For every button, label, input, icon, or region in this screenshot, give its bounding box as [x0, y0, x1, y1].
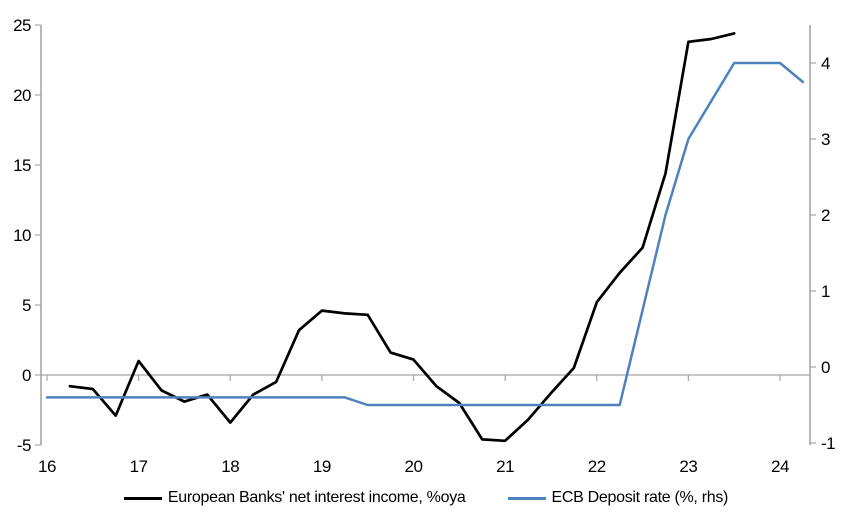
right-y-label: 3 — [821, 130, 830, 149]
x-axis-label: 21 — [496, 457, 514, 476]
series-line-net-interest-income — [68, 32, 736, 443]
right-y-label: -1 — [821, 434, 835, 453]
x-axis-label: 23 — [679, 457, 697, 476]
series-line-ecb-deposit-rate — [45, 61, 805, 407]
left-y-label: -5 — [17, 436, 31, 455]
left-y-label: 0 — [22, 366, 31, 385]
right-y-label: 0 — [821, 358, 830, 377]
x-axis-label: 20 — [405, 457, 423, 476]
x-axis-label: 24 — [771, 457, 789, 476]
right-y-label: 4 — [821, 54, 830, 73]
right-y-label: 1 — [821, 282, 830, 301]
left-y-label: 5 — [22, 296, 31, 315]
x-axis-label: 22 — [588, 457, 606, 476]
x-axis-label: 18 — [221, 457, 239, 476]
left-y-label: 10 — [13, 226, 31, 245]
left-y-label: 20 — [13, 86, 31, 105]
left-y-label: 25 — [13, 16, 31, 35]
x-axis-label: 16 — [38, 457, 56, 476]
x-axis-label: 17 — [130, 457, 148, 476]
left-y-label: 15 — [13, 156, 31, 175]
right-y-label: 2 — [821, 206, 830, 225]
x-axis-label: 19 — [313, 457, 331, 476]
